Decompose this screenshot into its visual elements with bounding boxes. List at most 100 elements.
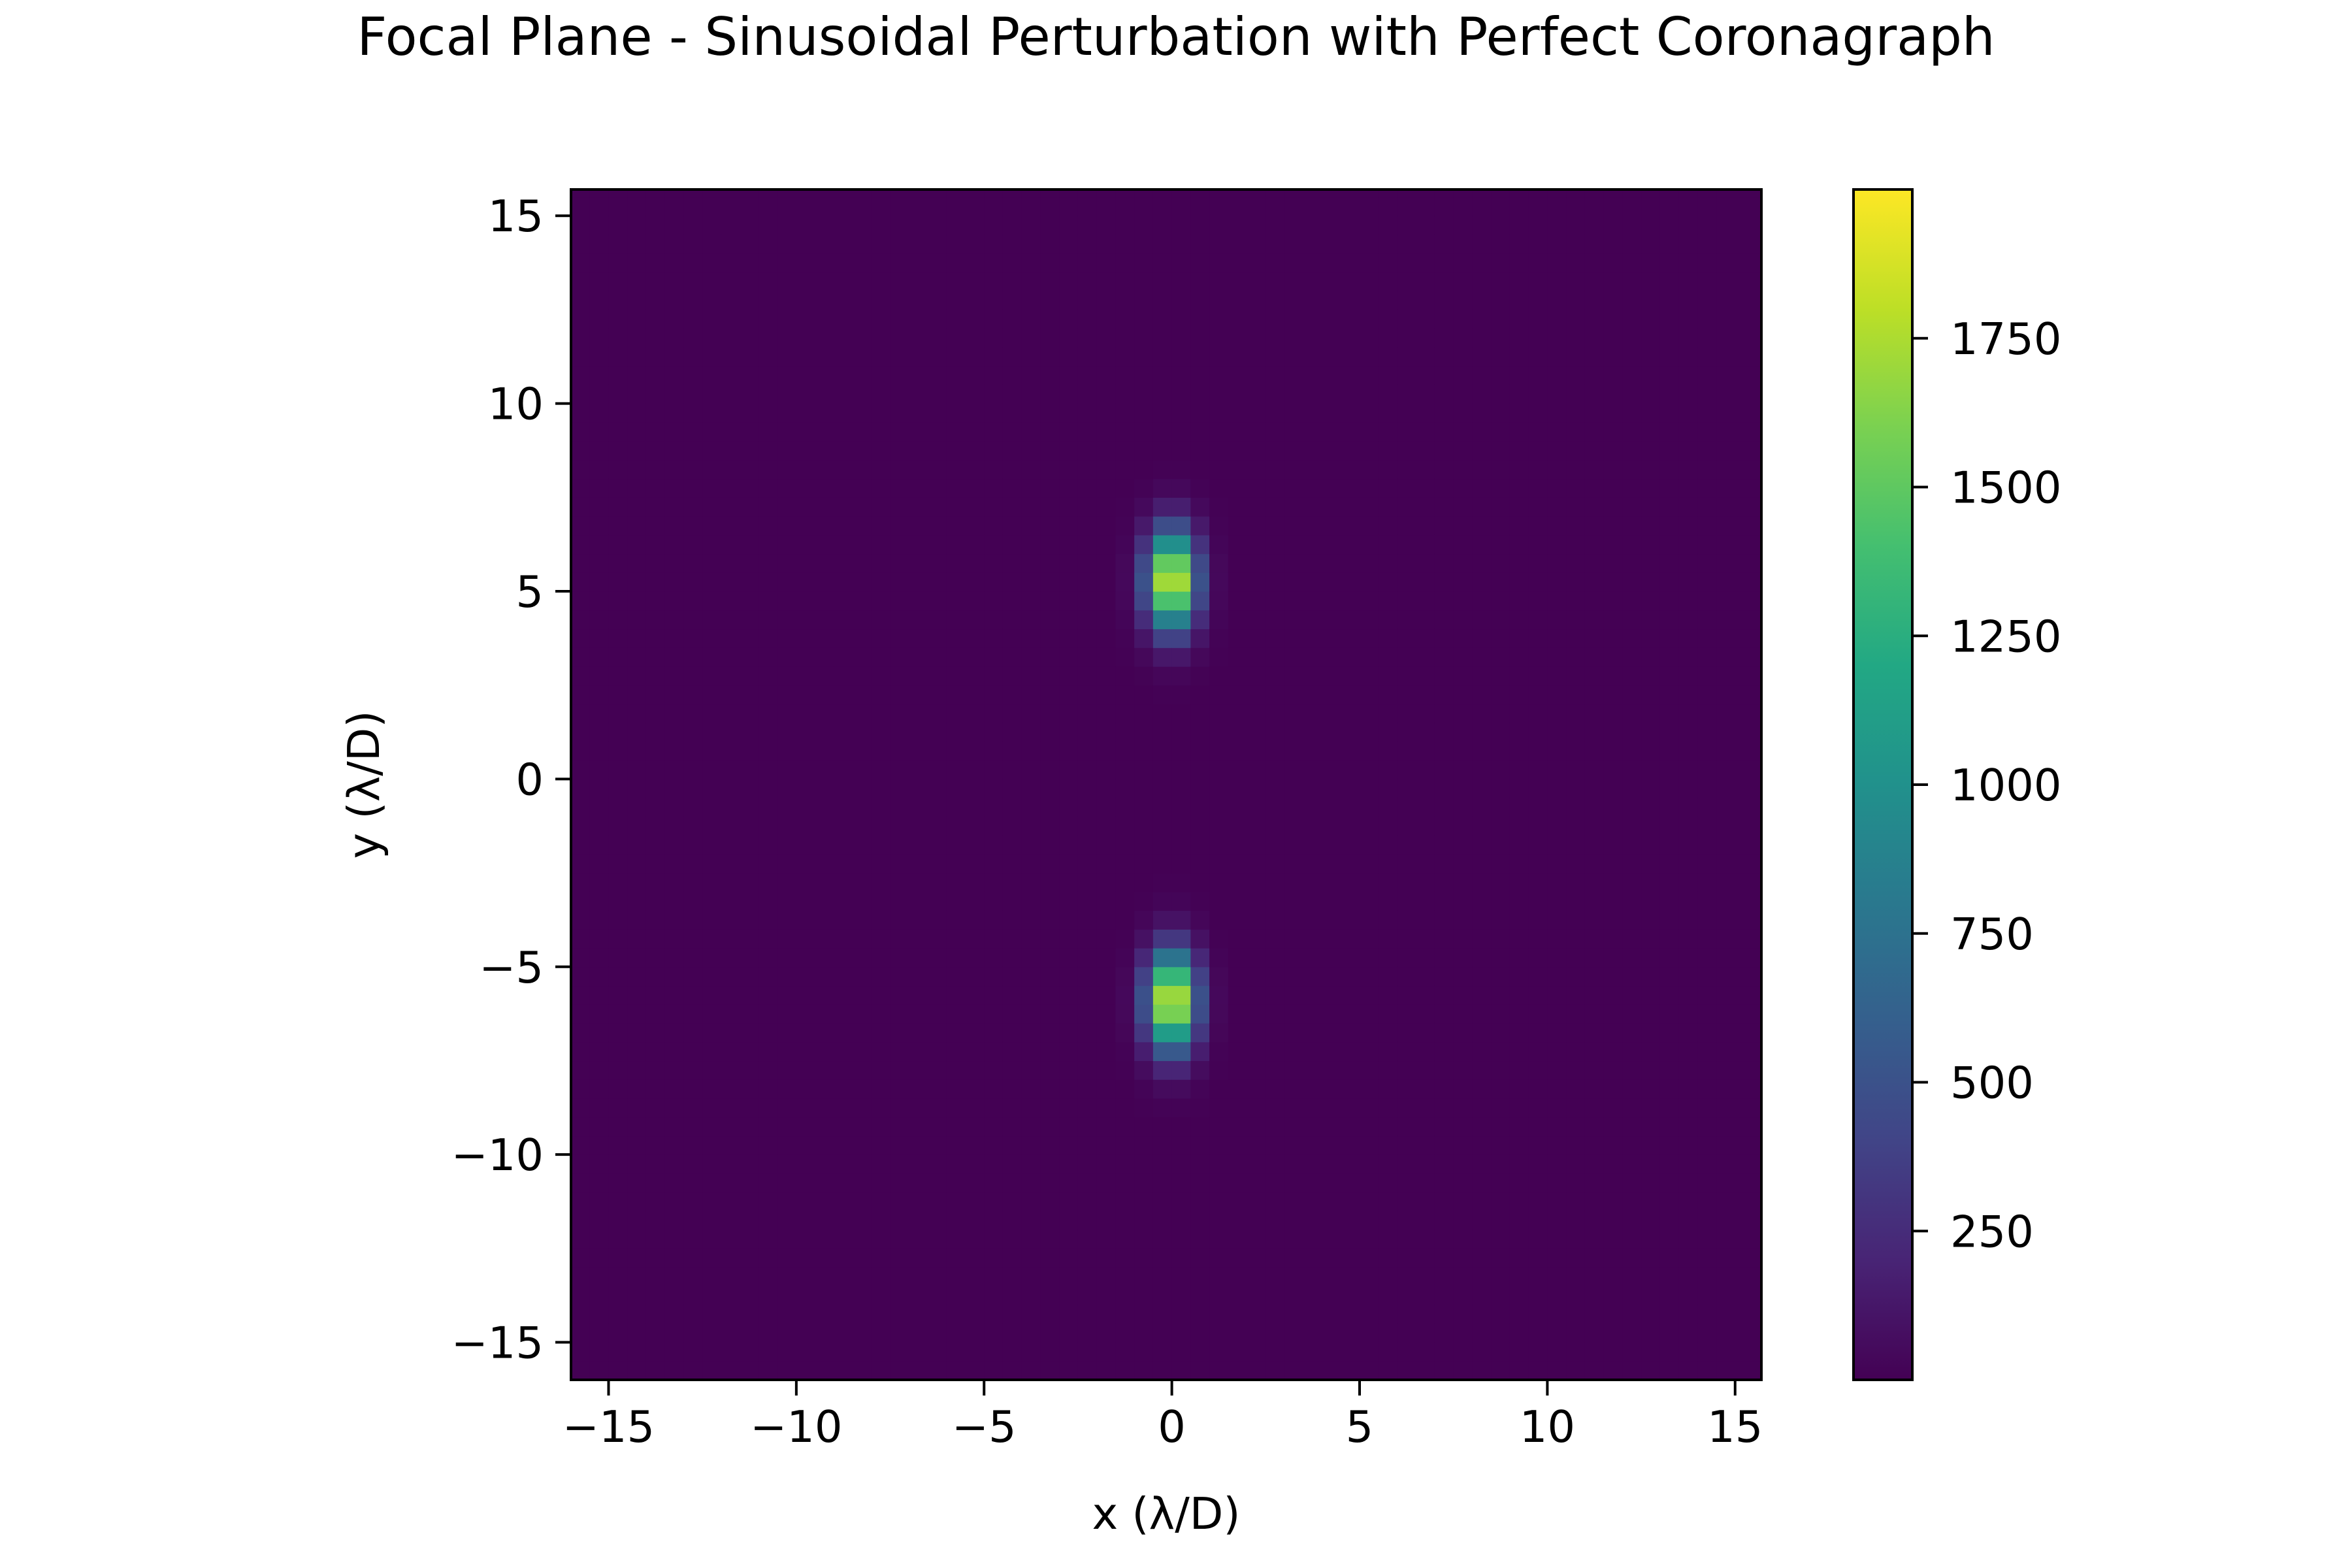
heatmap-cell	[984, 553, 1004, 573]
y-tick-label: 10	[488, 379, 544, 430]
heatmap-cell	[1603, 1079, 1623, 1099]
heatmap-cell	[1641, 985, 1661, 1005]
heatmap-cell	[589, 291, 610, 310]
heatmap-cell	[1416, 1211, 1435, 1230]
heatmap-cell	[965, 948, 985, 968]
heatmap-cell	[1697, 516, 1717, 536]
heatmap-cell	[1040, 591, 1060, 611]
heatmap-cell	[1641, 1173, 1661, 1193]
heatmap-cell	[1209, 948, 1229, 968]
heatmap-cell	[1641, 234, 1661, 254]
heatmap-cell	[1096, 704, 1117, 723]
heatmap-cell	[645, 1211, 666, 1230]
heatmap-cell	[1491, 328, 1511, 348]
heatmap-cell	[721, 497, 741, 517]
heatmap-cell	[1641, 1267, 1661, 1286]
heatmap-cell	[1716, 647, 1736, 667]
heatmap-cell	[1528, 1211, 1548, 1230]
heatmap-cell	[1096, 347, 1117, 367]
heatmap-cell	[1247, 189, 1266, 198]
heatmap-cell	[1622, 459, 1642, 480]
heatmap-cell	[1040, 873, 1060, 892]
heatmap-cell	[1115, 234, 1135, 254]
heatmap-cell	[965, 441, 985, 461]
heatmap-cell	[890, 1173, 909, 1193]
heatmap-cell	[1360, 1154, 1379, 1174]
heatmap-cell	[1115, 854, 1135, 874]
heatmap-cell	[984, 384, 1004, 404]
heatmap-cell	[1509, 760, 1529, 779]
heatmap-cell	[984, 1135, 1004, 1155]
heatmap-cell	[608, 1230, 628, 1249]
heatmap-cell	[1322, 309, 1341, 329]
heatmap-cell	[853, 1230, 872, 1249]
heatmap-cell	[571, 216, 591, 235]
heatmap-cell	[589, 197, 610, 216]
heatmap-cell	[1021, 1267, 1041, 1286]
heatmap-cell	[1209, 1211, 1229, 1230]
heatmap-cell	[871, 516, 891, 536]
heatmap-cell	[1735, 1211, 1755, 1230]
heatmap-cell	[853, 197, 872, 216]
heatmap-cell	[1322, 1117, 1341, 1137]
heatmap-cell	[871, 1041, 891, 1062]
heatmap-cell	[853, 1286, 872, 1305]
heatmap-cell	[721, 253, 741, 273]
colorbar-tick-label: 1750	[1950, 314, 2062, 365]
heatmap-cell	[1584, 929, 1605, 949]
heatmap-cell	[1735, 309, 1755, 329]
heatmap-cell	[1021, 197, 1041, 216]
heatmap-cell	[664, 723, 685, 742]
heatmap-cell	[1697, 309, 1717, 329]
heatmap-cell	[1397, 189, 1416, 198]
heatmap-cell	[645, 1154, 666, 1174]
heatmap-cell	[1566, 591, 1586, 611]
heatmap-cell	[1735, 1323, 1755, 1343]
heatmap-cell	[1059, 1323, 1079, 1343]
heatmap-cell	[1077, 629, 1098, 648]
heatmap-cell	[664, 1211, 685, 1230]
heatmap-cell	[1152, 384, 1173, 404]
heatmap-cell	[645, 234, 666, 254]
heatmap-cell	[645, 478, 666, 498]
heatmap-cell	[853, 966, 872, 987]
heatmap-cell	[1284, 253, 1304, 273]
heatmap-cell	[740, 1154, 759, 1174]
heatmap-cell	[890, 1022, 909, 1043]
heatmap-cell	[796, 704, 816, 723]
heatmap-cell	[1059, 704, 1079, 723]
heatmap-cell	[1115, 666, 1135, 686]
heatmap-cell	[571, 685, 591, 705]
heatmap-cell	[1152, 272, 1173, 291]
heatmap-cell	[608, 497, 628, 517]
heatmap-cell	[1322, 197, 1341, 216]
heatmap-cell	[946, 1022, 966, 1043]
heatmap-cell	[1491, 1361, 1511, 1380]
heatmap-cell	[759, 779, 778, 798]
heatmap-cell	[1584, 197, 1605, 216]
heatmap-cell	[1190, 309, 1210, 329]
heatmap-cell	[1566, 189, 1586, 198]
heatmap-cell	[664, 366, 685, 385]
heatmap-cell	[777, 610, 797, 630]
heatmap-cell	[834, 197, 853, 216]
heatmap-cell	[1453, 723, 1473, 742]
heatmap-cell	[853, 1004, 872, 1024]
heatmap-cell	[928, 835, 947, 855]
heatmap-cell	[1472, 760, 1492, 779]
heatmap-cell	[1059, 1135, 1079, 1155]
heatmap-cell	[683, 873, 703, 892]
heatmap-cell	[1322, 572, 1341, 592]
heatmap-cell	[1228, 1323, 1248, 1343]
heatmap-cell	[1716, 835, 1736, 855]
heatmap-cell	[1341, 760, 1360, 779]
heatmap-cell	[815, 647, 834, 667]
heatmap-cell	[1735, 798, 1755, 817]
heatmap-cell	[1603, 347, 1623, 367]
heatmap-cell	[1284, 1173, 1304, 1193]
heatmap-cell	[1491, 1117, 1511, 1137]
heatmap-cell	[721, 779, 741, 798]
heatmap-cell	[1641, 1060, 1661, 1080]
heatmap-cell	[1603, 1117, 1623, 1137]
heatmap-cell	[1190, 798, 1210, 817]
